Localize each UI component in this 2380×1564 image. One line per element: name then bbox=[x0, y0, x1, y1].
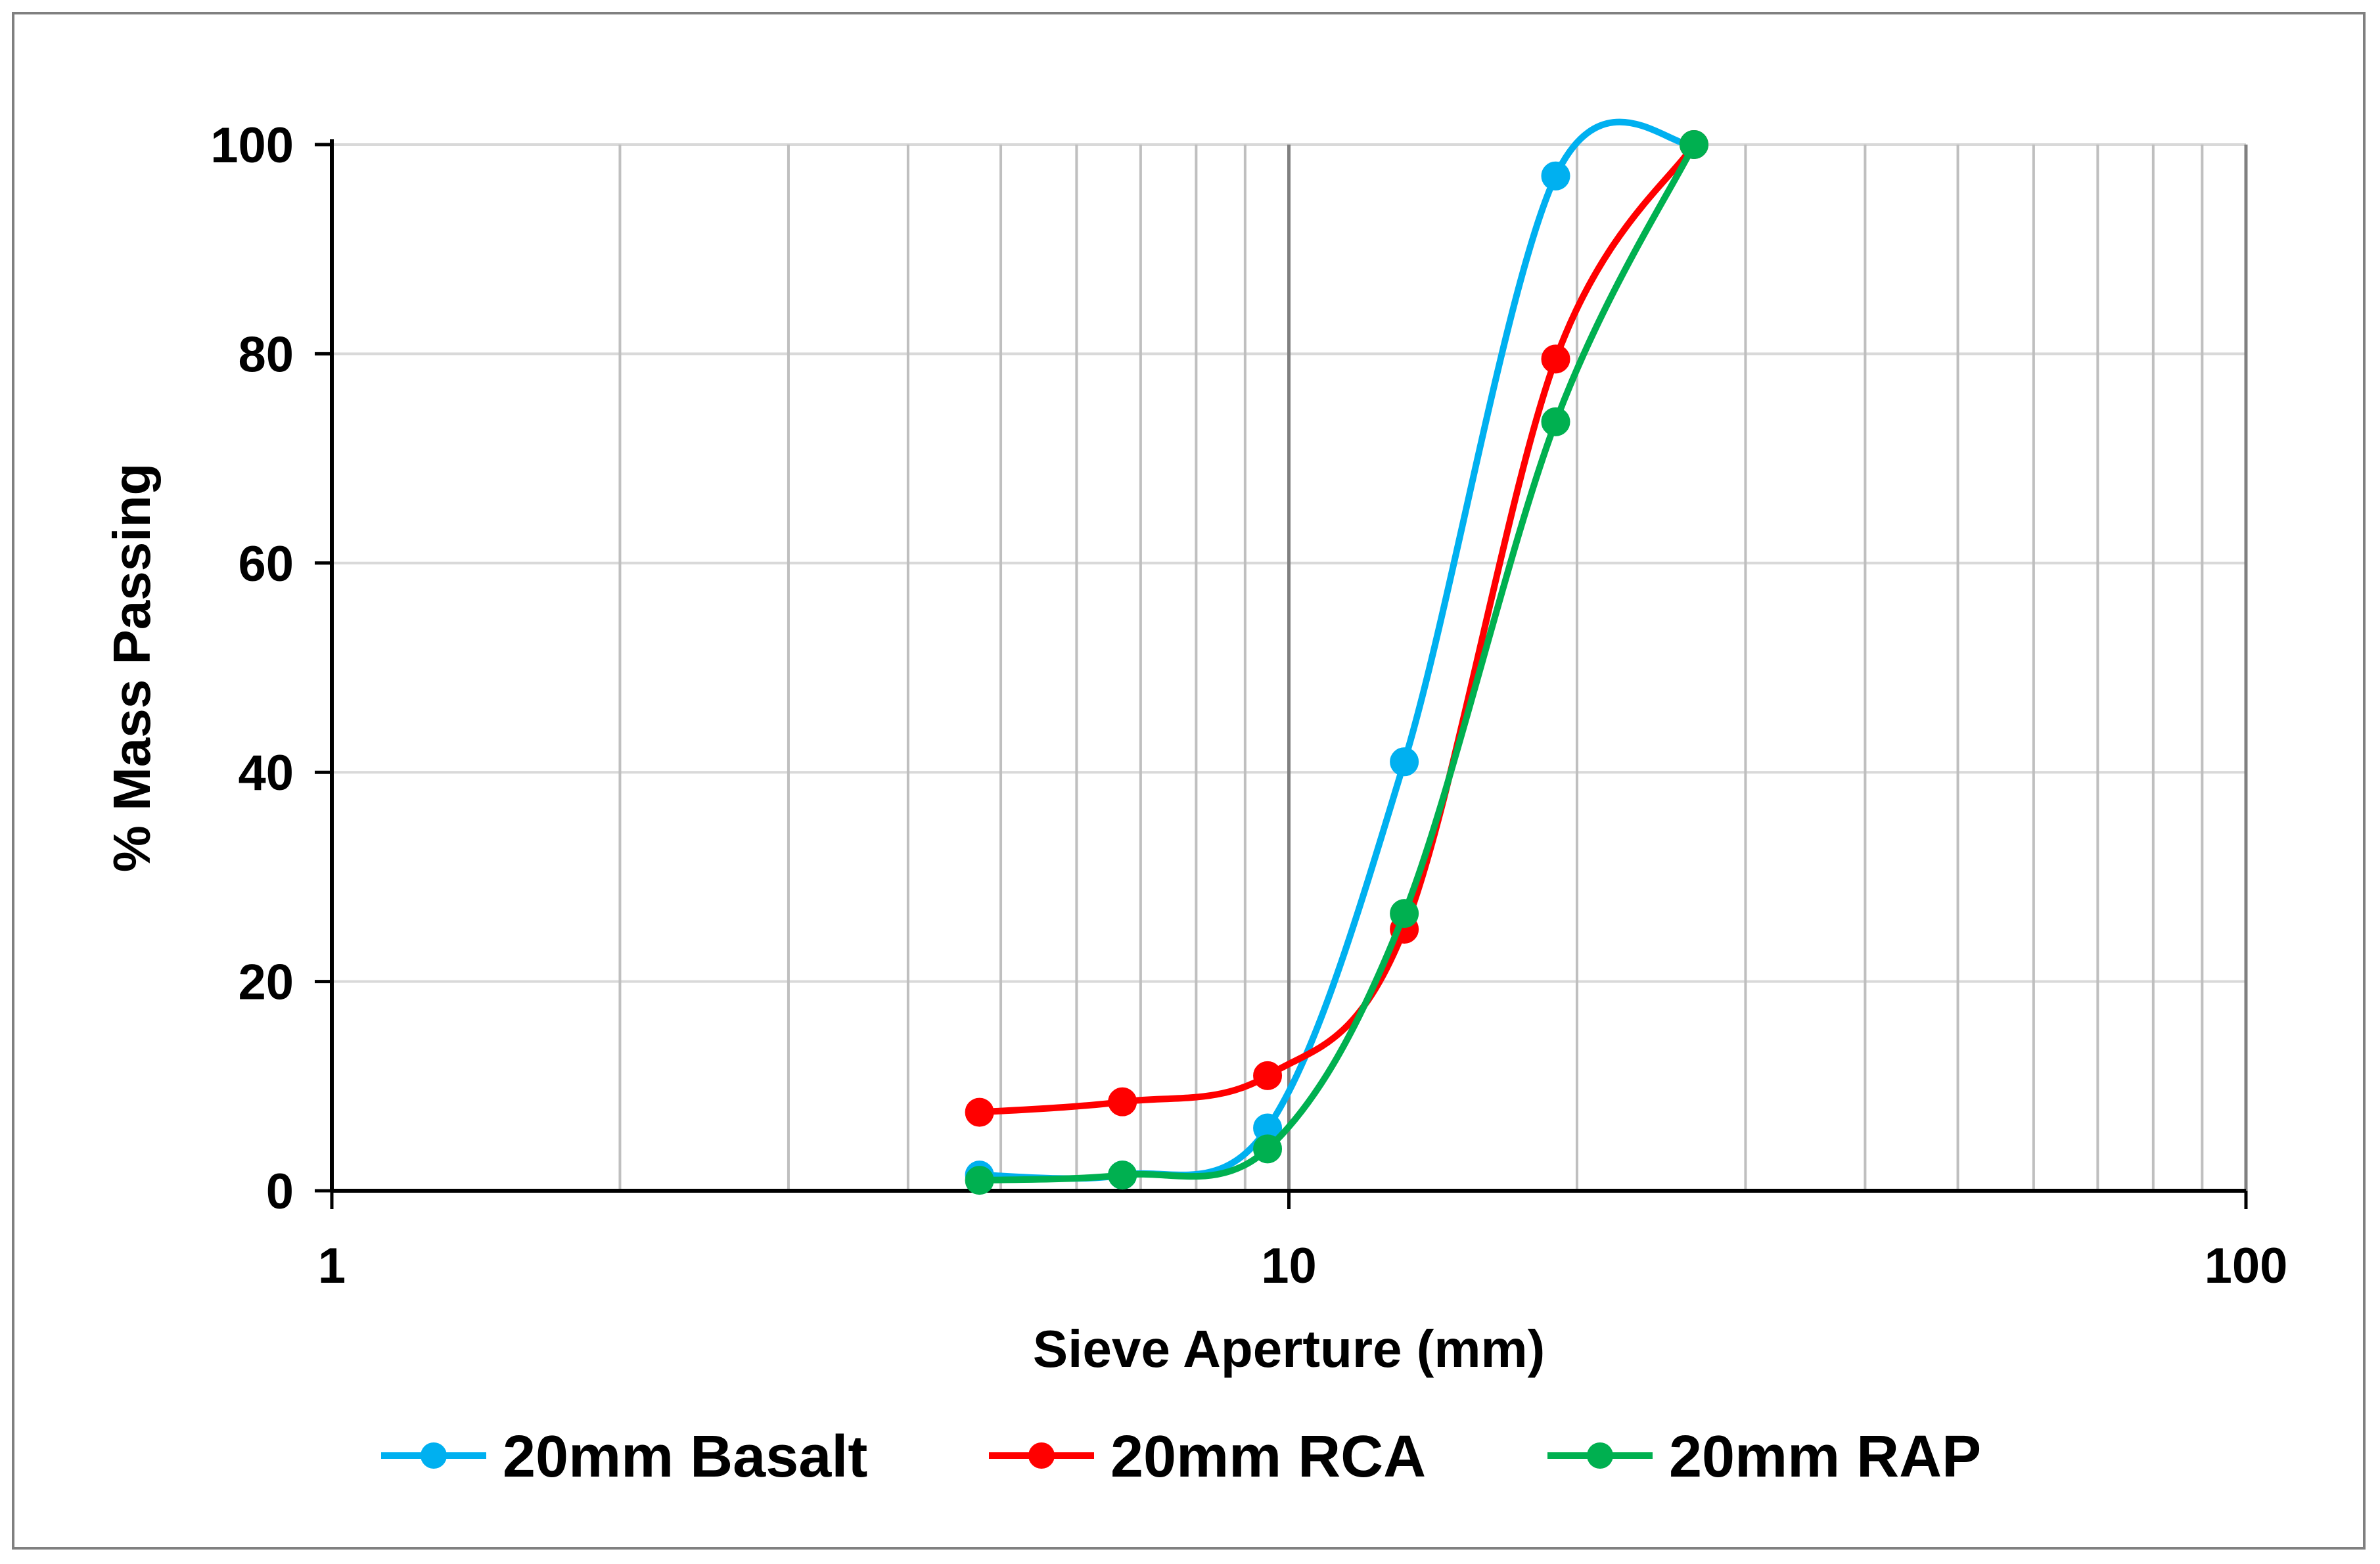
data-point bbox=[1390, 747, 1419, 777]
legend-marker bbox=[1587, 1442, 1613, 1469]
tick-labels: 0 20 40 60 80 100 1 10 100 bbox=[210, 118, 2287, 1294]
y-tick-label: 100 bbox=[210, 118, 294, 173]
data-point bbox=[1541, 407, 1570, 436]
y-tick-label: 40 bbox=[238, 745, 294, 801]
data-point bbox=[1253, 1134, 1283, 1164]
data-point bbox=[1108, 1087, 1137, 1116]
series-line bbox=[976, 141, 1697, 1184]
data-point bbox=[1541, 161, 1570, 191]
x-tick-label: 100 bbox=[2205, 1238, 2288, 1294]
chart-frame bbox=[12, 12, 2366, 1550]
legend-label: 20mm RAP bbox=[1669, 1424, 1981, 1490]
y-axis-title: % Mass Passing bbox=[103, 463, 161, 873]
y-tick-label: 0 bbox=[266, 1164, 294, 1220]
data-point bbox=[1253, 1061, 1283, 1090]
data-point bbox=[965, 1097, 994, 1127]
y-tick-label: 80 bbox=[238, 327, 294, 382]
axes bbox=[315, 139, 2248, 1209]
grid-lines bbox=[332, 143, 2248, 1191]
data-point bbox=[1541, 344, 1570, 374]
x-tick-label: 1 bbox=[318, 1238, 346, 1294]
legend-item-0: 20mm Basalt bbox=[381, 1424, 867, 1490]
data-point bbox=[1679, 130, 1708, 159]
data-point bbox=[1390, 899, 1419, 929]
legend-item-1: 20mm RCA bbox=[989, 1424, 1426, 1490]
series-group bbox=[965, 118, 1708, 1195]
y-tick-label: 20 bbox=[238, 955, 294, 1011]
data-point bbox=[1108, 1161, 1137, 1190]
legend-label: 20mm RCA bbox=[1110, 1424, 1426, 1490]
legend-item-2: 20mm RAP bbox=[1547, 1424, 1981, 1490]
x-tick-label: 10 bbox=[1261, 1238, 1317, 1294]
data-point bbox=[965, 1166, 994, 1195]
series-line bbox=[976, 118, 1697, 1182]
y-tick-label: 60 bbox=[238, 536, 294, 592]
x-axis-title: Sieve Aperture (mm) bbox=[1033, 1320, 1545, 1378]
series-2 bbox=[965, 130, 1708, 1195]
legend-label: 20mm Basalt bbox=[503, 1424, 867, 1490]
legend-marker bbox=[1028, 1442, 1055, 1469]
legend: 20mm Basalt 20mm RCA 20mm RAP bbox=[381, 1424, 1981, 1490]
legend-marker bbox=[421, 1442, 447, 1469]
